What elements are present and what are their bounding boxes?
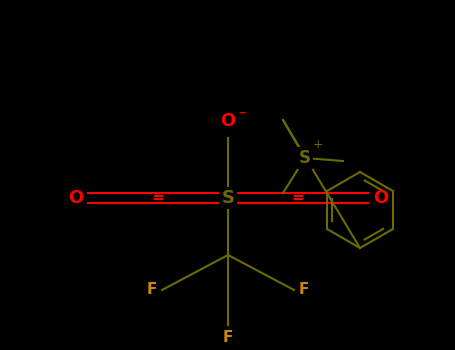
Text: O: O [68, 189, 83, 207]
Text: S: S [222, 189, 234, 207]
Text: =: = [292, 189, 304, 204]
Text: O: O [220, 112, 236, 130]
Text: –: – [238, 105, 246, 120]
Text: F: F [147, 282, 157, 298]
Text: F: F [223, 330, 233, 345]
Text: F: F [299, 282, 309, 298]
Text: =: = [152, 189, 164, 204]
Text: +: + [313, 138, 324, 150]
Text: S: S [299, 149, 311, 167]
Text: O: O [373, 189, 388, 207]
